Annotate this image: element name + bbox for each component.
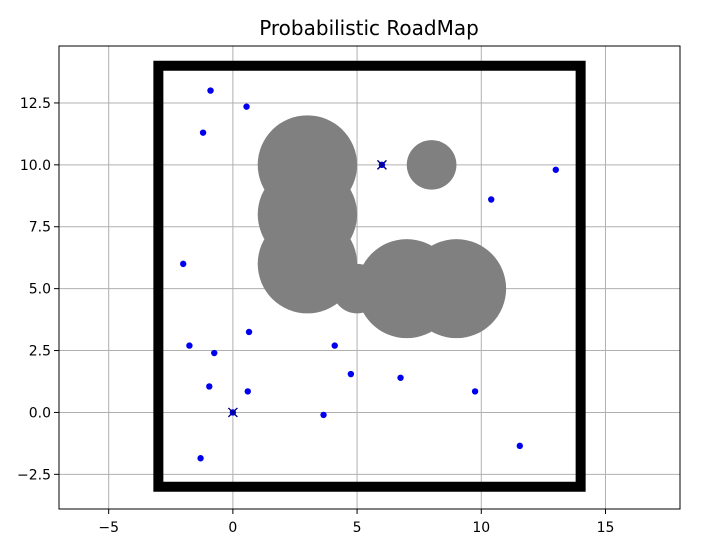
- y-tick-label: 7.5: [29, 220, 51, 236]
- sample-point: [243, 103, 250, 110]
- sample-point: [397, 374, 404, 381]
- y-tick-label: 5.0: [29, 282, 51, 298]
- y-tick-label: 0.0: [29, 405, 51, 421]
- y-tick-label: 2.5: [29, 344, 51, 360]
- sample-point: [347, 370, 355, 378]
- x-tick-label: −5: [98, 520, 119, 536]
- y-tick-label: 12.5: [20, 96, 51, 112]
- sample-point: [320, 411, 327, 419]
- x-tick-label: 10: [472, 520, 490, 536]
- sample-point: [207, 87, 214, 94]
- sample-point: [180, 260, 187, 268]
- sample-point: [186, 342, 193, 349]
- sample-point: [471, 388, 479, 395]
- axis-ticks: −5 0 5 10 15 −2.5 0.0 2.5 5.0 7.5 10.0 12.5: [17, 96, 614, 536]
- y-tick-label: −2.5: [17, 467, 51, 483]
- sample-point: [516, 442, 523, 450]
- endpoint-cross: [376, 159, 387, 170]
- boundary-wall: [153, 60, 586, 492]
- endpoint-cross: [227, 407, 238, 418]
- x-tick-label: 5: [353, 520, 362, 536]
- chart-title: Probabilistic RoadMap: [259, 16, 479, 40]
- x-tick-label: 0: [228, 520, 237, 536]
- axes-frame: [58, 45, 681, 510]
- endpoint-marker: [227, 407, 238, 418]
- sample-point: [488, 196, 495, 203]
- sample-point: [552, 166, 559, 173]
- x-tick-label: 15: [597, 520, 615, 536]
- sample-point: [211, 349, 218, 357]
- obstacle-circle: [406, 140, 457, 190]
- sample-point: [199, 129, 207, 136]
- sample-point: [244, 388, 251, 395]
- obstacle-circle: [406, 239, 507, 339]
- y-tick-label: 10.0: [20, 158, 51, 174]
- plot-area: [153, 60, 586, 492]
- sample-point: [245, 328, 253, 336]
- sample-point: [206, 383, 213, 390]
- sample-point: [197, 455, 204, 462]
- sample-point: [331, 342, 338, 349]
- endpoint-marker: [376, 159, 387, 170]
